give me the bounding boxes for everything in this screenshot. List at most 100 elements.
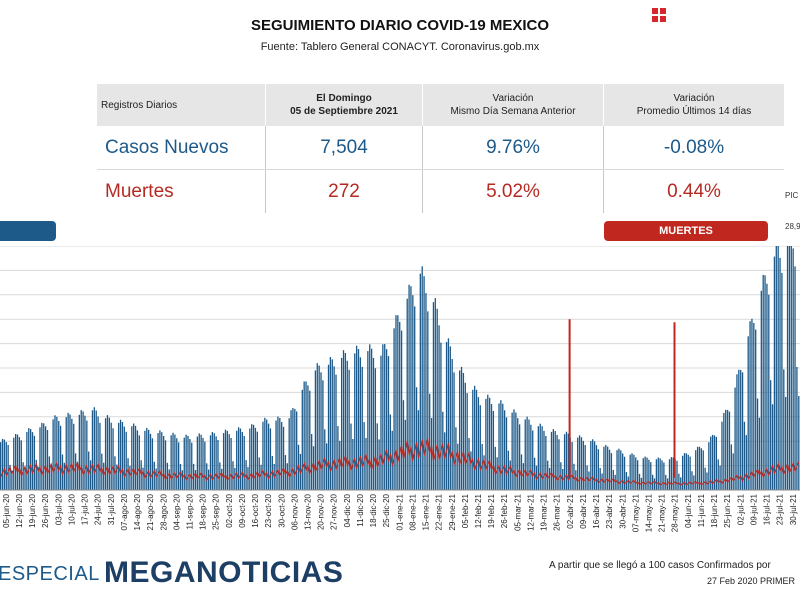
x-tick-label: 26-jun-20 (41, 493, 50, 527)
cases-bar (582, 440, 584, 490)
footer (0, 553, 800, 600)
cases-bar (706, 472, 708, 490)
cases-bar (526, 416, 528, 490)
x-tick-label: 20-nov-20 (317, 493, 326, 530)
cases-bar (277, 416, 279, 490)
cases-bar (429, 393, 431, 490)
cases-bar (509, 460, 511, 490)
cases-bar (236, 430, 238, 490)
x-tick-label: 02-oct-20 (225, 493, 234, 527)
cases-bar (410, 286, 412, 490)
cases-bar (726, 410, 729, 490)
x-tick-label: 16-jul-21 (763, 493, 772, 525)
cases-bar (710, 436, 712, 490)
cases-bar (500, 400, 502, 490)
cases-bar (558, 439, 560, 490)
cases-bar (781, 272, 783, 490)
cases-bar (374, 368, 377, 490)
cases-bar (466, 393, 468, 490)
cases-bar (768, 294, 770, 490)
cases-bar (350, 423, 352, 490)
cases-bar (174, 434, 176, 490)
cases-bar (790, 246, 792, 490)
cases-bar (548, 467, 551, 490)
x-tick-label: 25-jun-21 (723, 493, 732, 527)
cases-bar (395, 315, 397, 490)
cases-bar (384, 344, 386, 490)
cases-bar (447, 338, 450, 490)
cases-bar (655, 459, 658, 490)
cases-bar (372, 357, 375, 490)
cases-bar (222, 433, 225, 490)
cases-bar (5, 442, 7, 490)
x-tick-label: 04-jun-21 (684, 493, 693, 527)
x-tick-label: 25-sep-20 (212, 493, 221, 530)
cases-bar (97, 416, 99, 490)
cases-bar (125, 431, 127, 490)
cases-bar (228, 434, 230, 490)
cases-bar (159, 430, 161, 490)
cases-bar (775, 246, 777, 490)
x-tick-label: 04-dic-20 (343, 493, 352, 527)
cases-bar (187, 435, 189, 490)
cases-bar (354, 353, 356, 490)
cases-bar (307, 385, 309, 490)
x-tick-label: 04-sep-20 (172, 493, 181, 530)
cases-bar (635, 457, 637, 490)
cases-bar (177, 442, 180, 490)
cases-bar (730, 444, 732, 490)
x-tick-label: 27-nov-20 (330, 493, 339, 530)
cases-bar (430, 418, 433, 490)
cases-bar (50, 463, 52, 490)
cases-bar (607, 446, 609, 490)
cases-bar (475, 389, 478, 490)
cases-bar (164, 440, 167, 490)
cases-bar (44, 426, 47, 490)
cases-bar (99, 422, 101, 490)
x-tick-label: 21-ago-20 (146, 493, 155, 530)
cases-bar (367, 351, 369, 490)
cases-bar (708, 442, 710, 490)
cases-bar (163, 436, 165, 490)
cases-bar (472, 389, 474, 490)
cases-bar (397, 315, 399, 490)
cases-bar (644, 456, 646, 490)
cases-bar (756, 398, 759, 490)
cases-bar (31, 432, 34, 490)
x-tick-label: 05-jun-20 (2, 493, 11, 527)
cases-bar (717, 459, 719, 490)
cases-bar (89, 460, 92, 490)
footer-especial: ESPECIAL (0, 563, 100, 585)
cases-bar (198, 433, 200, 490)
cases-bar (249, 428, 251, 490)
cases-bar (543, 430, 545, 490)
x-tick-label: 05-feb-21 (461, 493, 470, 528)
x-tick-label: 30-abr-21 (618, 493, 627, 528)
x-tick-label: 10-jul-20 (67, 493, 76, 525)
cases-bar (758, 417, 761, 490)
cases-bar (282, 426, 285, 490)
cases-bar (689, 456, 691, 490)
cases-bar (7, 444, 9, 490)
cases-bar (444, 432, 446, 490)
x-tick-label: 11-sep-20 (186, 493, 195, 529)
chart-source: Fuente: Tablero General CONACYT. Coronav… (260, 41, 540, 53)
summary-table: Registros Diarios El Domingo 05 de Septie… (97, 84, 784, 213)
cases-bar (11, 470, 13, 490)
cases-bar (380, 355, 382, 490)
x-tick-label: 19-feb-21 (487, 493, 496, 528)
cases-bar (301, 389, 303, 490)
cases-bar (646, 457, 648, 490)
cases-bar (404, 419, 406, 490)
cases-bar (28, 428, 30, 490)
cases-bar (590, 441, 592, 490)
cases-bar (738, 369, 740, 490)
cases-bar (0, 442, 2, 490)
cases-bar (385, 349, 388, 490)
cases-bar (685, 453, 688, 490)
cases-bar (376, 423, 378, 490)
casos-var-14d: -0.08% (603, 126, 784, 170)
cases-bar (627, 476, 629, 490)
cases-bar (296, 411, 298, 490)
cases-bar (191, 442, 193, 490)
